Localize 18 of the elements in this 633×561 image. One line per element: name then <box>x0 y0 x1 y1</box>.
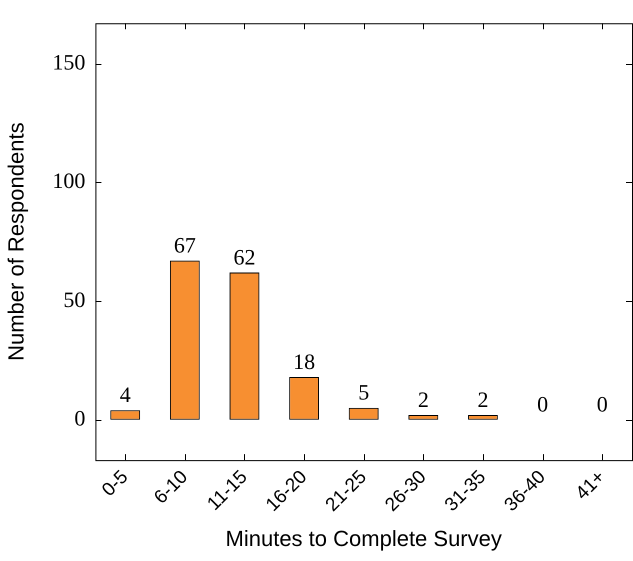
y-tick-label: 50 <box>63 286 86 312</box>
y-axis-title: Number of Respondents <box>3 122 28 361</box>
x-tick-label: 41+ <box>572 466 610 504</box>
data-label: 67 <box>174 232 196 258</box>
x-axis-title: Minutes to Complete Survey <box>226 526 502 551</box>
data-label: 0 <box>596 392 608 417</box>
x-tick-label: 0-5 <box>98 466 132 501</box>
y-tick-label: 150 <box>52 49 86 74</box>
data-label: 2 <box>477 386 488 412</box>
data-label: 18 <box>293 348 316 374</box>
data-label: 5 <box>358 380 370 405</box>
data-label: 0 <box>537 392 548 417</box>
data-label: 2 <box>418 386 429 412</box>
y-tick-label: 0 <box>74 406 86 431</box>
data-label: 62 <box>233 244 256 270</box>
data-label: 4 <box>120 382 131 408</box>
x-tick-label: 6-10 <box>150 466 192 508</box>
y-tick-label: 100 <box>52 168 86 194</box>
